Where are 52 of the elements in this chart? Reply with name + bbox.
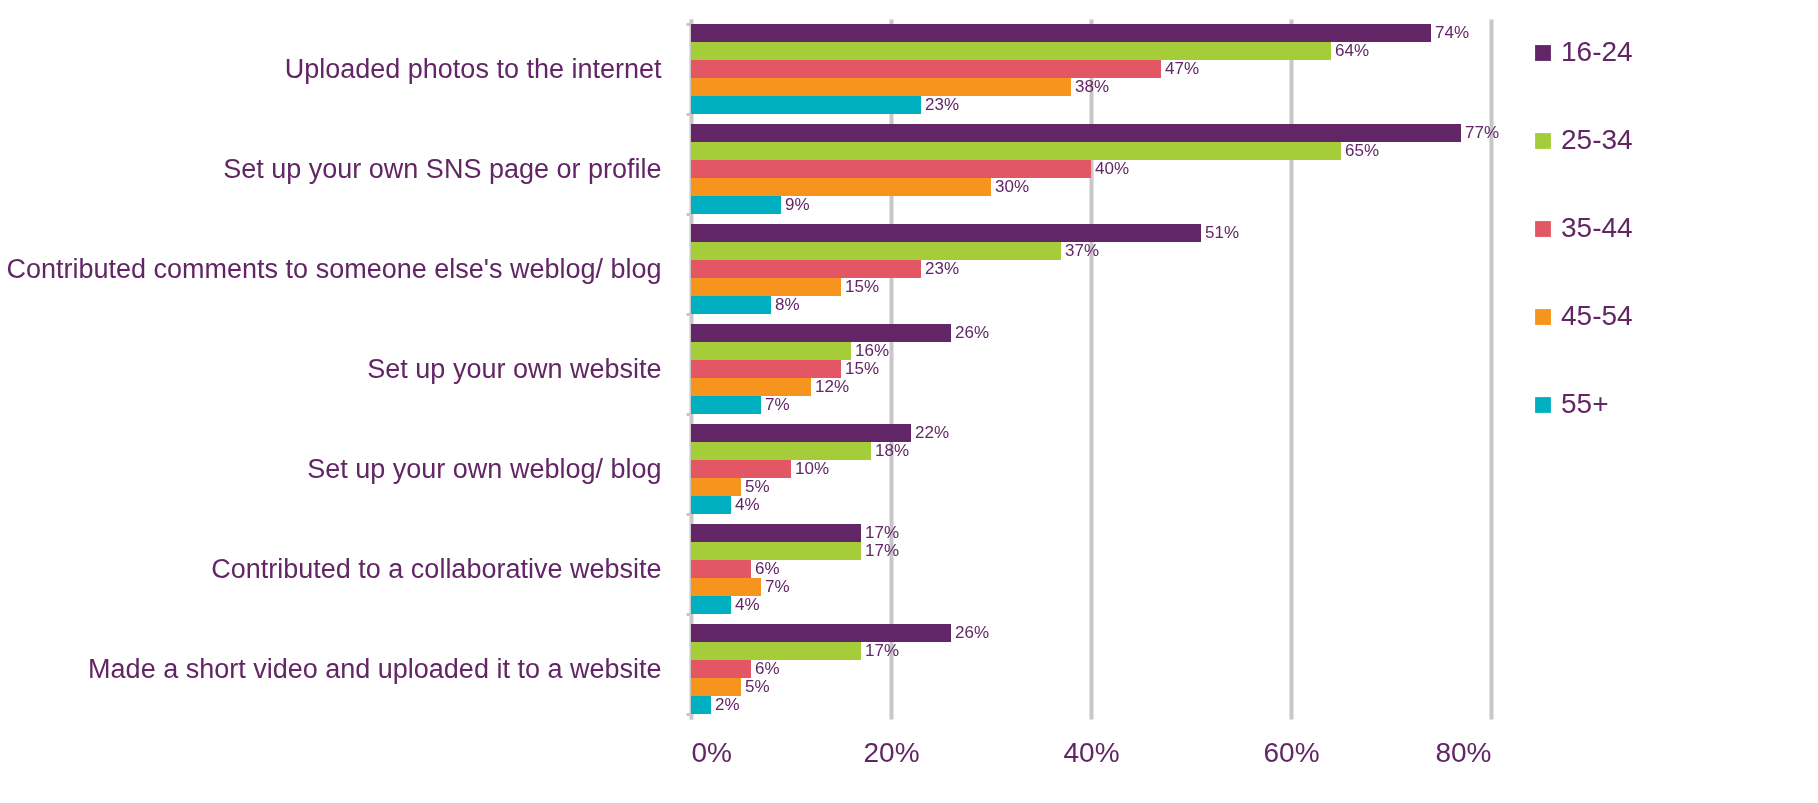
data-label: 2% <box>715 695 740 714</box>
data-label: 26% <box>955 623 990 642</box>
data-label: 4% <box>735 495 760 514</box>
data-label: 74% <box>1435 23 1470 42</box>
data-label: 10% <box>795 459 830 478</box>
data-label: 7% <box>765 395 790 414</box>
data-label: 26% <box>955 323 990 342</box>
y-tick-label: Contributed comments to someone else's weblog/ blog <box>6 253 662 284</box>
data-label: 40% <box>1095 159 1130 178</box>
data-label: 64% <box>1335 41 1370 60</box>
data-label: 77% <box>1465 123 1500 142</box>
x-tick-label: 60% <box>1263 736 1320 768</box>
x-tick-label: 20% <box>863 736 920 768</box>
legend-label: 55+ <box>1561 388 1609 419</box>
legend-label: 45-54 <box>1561 300 1633 331</box>
y-tick-label: Contributed to a collaborative website <box>211 553 662 584</box>
data-label: 65% <box>1345 141 1380 160</box>
data-label: 23% <box>925 95 960 114</box>
data-label: 17% <box>865 523 900 542</box>
data-label: 37% <box>1065 241 1100 260</box>
legend-label: 35-44 <box>1561 212 1633 243</box>
data-label: 12% <box>815 377 850 396</box>
data-label: 5% <box>745 477 770 496</box>
data-label: 6% <box>755 659 780 678</box>
data-label: 16% <box>855 341 890 360</box>
data-label: 38% <box>1075 77 1110 96</box>
x-tick-label: 0% <box>691 736 732 768</box>
y-tick-label: Made a short video and uploaded it to a website <box>88 653 662 684</box>
data-label: 15% <box>845 359 880 378</box>
data-label: 7% <box>765 577 790 596</box>
data-label: 17% <box>865 641 900 660</box>
data-label: 6% <box>755 559 780 578</box>
data-label: 8% <box>775 295 800 314</box>
data-label: 5% <box>745 677 770 696</box>
legend-label: 16-24 <box>1561 36 1633 67</box>
y-tick-label: Set up your own SNS page or profile <box>223 153 662 184</box>
data-label: 15% <box>845 277 880 296</box>
legend-label: 25-34 <box>1561 124 1633 155</box>
x-tick-label: 40% <box>1063 736 1120 768</box>
x-tick-label: 80% <box>1435 736 1492 768</box>
data-label: 22% <box>915 423 950 442</box>
y-tick-label: Uploaded photos to the internet <box>284 53 662 84</box>
y-tick-label: Set up your own website <box>367 353 662 384</box>
data-label: 17% <box>865 541 900 560</box>
data-label: 4% <box>735 595 760 614</box>
data-label: 30% <box>995 177 1030 196</box>
data-label: 18% <box>875 441 910 460</box>
data-label: 47% <box>1165 59 1200 78</box>
data-label: 23% <box>925 259 960 278</box>
y-tick-label: Set up your own weblog/ blog <box>307 453 662 484</box>
data-label: 9% <box>785 195 810 214</box>
data-label: 51% <box>1205 223 1240 242</box>
